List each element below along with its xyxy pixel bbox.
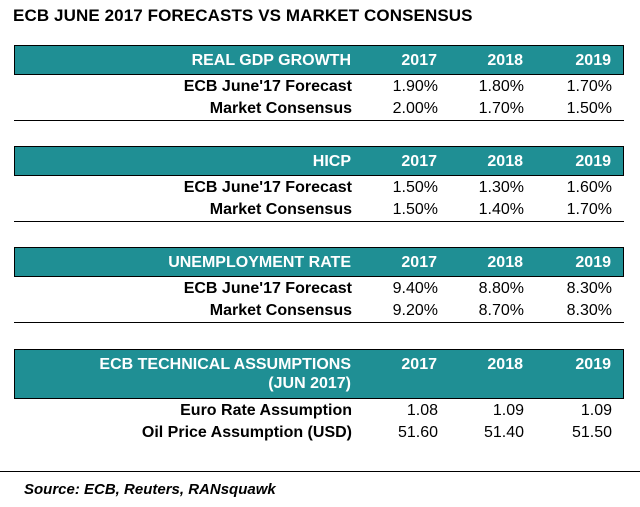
unemployment-header-label: UNEMPLOYMENT RATE <box>168 254 351 271</box>
assumptions-header-label: ECB TECHNICAL ASSUMPTIONS (JUN 2017) <box>99 355 351 393</box>
cell-2017: 2.00% <box>392 100 438 117</box>
cell-2017: 1.50% <box>392 201 438 218</box>
cell-2017: 9.40% <box>392 280 438 297</box>
cell-2019: 8.30% <box>566 302 612 319</box>
year-2018-heading: 2018 <box>487 356 523 373</box>
row-label: ECB June'17 Forecast <box>183 280 352 297</box>
unemployment-header: UNEMPLOYMENT RATE 2017 2018 2019 <box>14 247 624 277</box>
gdp-section: REAL GDP GROWTH 2017 2018 2019 ECB June'… <box>14 45 624 121</box>
table-row: Oil Price Assumption (USD) 51.60 51.40 5… <box>14 422 624 444</box>
row-label: ECB June'17 Forecast <box>183 179 352 196</box>
cell-2018: 51.40 <box>483 424 524 441</box>
cell-2019: 51.50 <box>571 424 612 441</box>
cell-2017: 51.60 <box>397 424 438 441</box>
cell-2018: 1.40% <box>478 201 524 218</box>
assumptions-header: ECB TECHNICAL ASSUMPTIONS (JUN 2017) 201… <box>14 349 624 399</box>
cell-2019: 1.09 <box>580 402 612 419</box>
hicp-section: HICP 2017 2018 2019 ECB June'17 Forecast… <box>14 146 624 222</box>
cell-2018: 1.30% <box>478 179 524 196</box>
cell-2018: 8.70% <box>478 302 524 319</box>
year-2017-heading: 2017 <box>401 153 437 170</box>
gdp-rows: ECB June'17 Forecast 1.90% 1.80% 1.70% M… <box>14 75 624 121</box>
cell-2018: 1.80% <box>478 78 524 95</box>
cell-2017: 1.90% <box>392 78 438 95</box>
row-label: Market Consensus <box>209 100 352 117</box>
year-2019-heading: 2019 <box>575 254 611 271</box>
hicp-header-label: HICP <box>312 153 351 170</box>
cell-2019: 1.60% <box>566 179 612 196</box>
year-2017-heading: 2017 <box>401 254 437 271</box>
cell-2019: 1.70% <box>566 78 612 95</box>
cell-2018: 8.80% <box>478 280 524 297</box>
year-2019-heading: 2019 <box>575 52 611 69</box>
year-2018-heading: 2018 <box>487 52 523 69</box>
table-row: Euro Rate Assumption 1.08 1.09 1.09 <box>14 400 624 422</box>
table-row: ECB June'17 Forecast 1.90% 1.80% 1.70% <box>14 76 624 98</box>
year-2019-heading: 2019 <box>575 356 611 373</box>
table-row: Market Consensus 1.50% 1.40% 1.70% <box>14 199 624 221</box>
cell-2017: 9.20% <box>392 302 438 319</box>
cell-2019: 1.70% <box>566 201 612 218</box>
assumptions-rows: Euro Rate Assumption 1.08 1.09 1.09 Oil … <box>14 399 624 444</box>
cell-2018: 1.70% <box>478 100 524 117</box>
assumptions-section: ECB TECHNICAL ASSUMPTIONS (JUN 2017) 201… <box>14 349 624 444</box>
cell-2017: 1.08 <box>406 402 438 419</box>
row-label: ECB June'17 Forecast <box>183 78 352 95</box>
cell-2017: 1.50% <box>392 179 438 196</box>
row-label: Market Consensus <box>209 201 352 218</box>
assumptions-header-line2: (JUN 2017) <box>268 375 351 392</box>
cell-2018: 1.09 <box>492 402 524 419</box>
source-text: Source: ECB, Reuters, RANsquawk <box>24 481 276 498</box>
year-2018-heading: 2018 <box>487 254 523 271</box>
hicp-header: HICP 2017 2018 2019 <box>14 146 624 176</box>
year-2019-heading: 2019 <box>575 153 611 170</box>
row-label: Euro Rate Assumption <box>180 402 352 419</box>
table-row: Market Consensus 9.20% 8.70% 8.30% <box>14 300 624 322</box>
year-2017-heading: 2017 <box>401 356 437 373</box>
year-2018-heading: 2018 <box>487 153 523 170</box>
table-row: ECB June'17 Forecast 1.50% 1.30% 1.60% <box>14 177 624 199</box>
table-row: ECB June'17 Forecast 9.40% 8.80% 8.30% <box>14 278 624 300</box>
table-row: Market Consensus 2.00% 1.70% 1.50% <box>14 98 624 120</box>
row-label: Market Consensus <box>209 302 352 319</box>
row-label: Oil Price Assumption (USD) <box>141 424 352 441</box>
gdp-header-label: REAL GDP GROWTH <box>191 52 351 69</box>
page-title: ECB JUNE 2017 FORECASTS VS MARKET CONSEN… <box>13 6 473 25</box>
unemployment-section: UNEMPLOYMENT RATE 2017 2018 2019 ECB Jun… <box>14 247 624 323</box>
assumptions-header-line1: ECB TECHNICAL ASSUMPTIONS <box>99 356 351 373</box>
hicp-rows: ECB June'17 Forecast 1.50% 1.30% 1.60% M… <box>14 176 624 222</box>
source-note: Source: ECB, Reuters, RANsquawk <box>0 471 640 498</box>
year-2017-heading: 2017 <box>401 52 437 69</box>
cell-2019: 1.50% <box>566 100 612 117</box>
unemployment-rows: ECB June'17 Forecast 9.40% 8.80% 8.30% M… <box>14 277 624 323</box>
cell-2019: 8.30% <box>566 280 612 297</box>
gdp-header: REAL GDP GROWTH 2017 2018 2019 <box>14 45 624 75</box>
